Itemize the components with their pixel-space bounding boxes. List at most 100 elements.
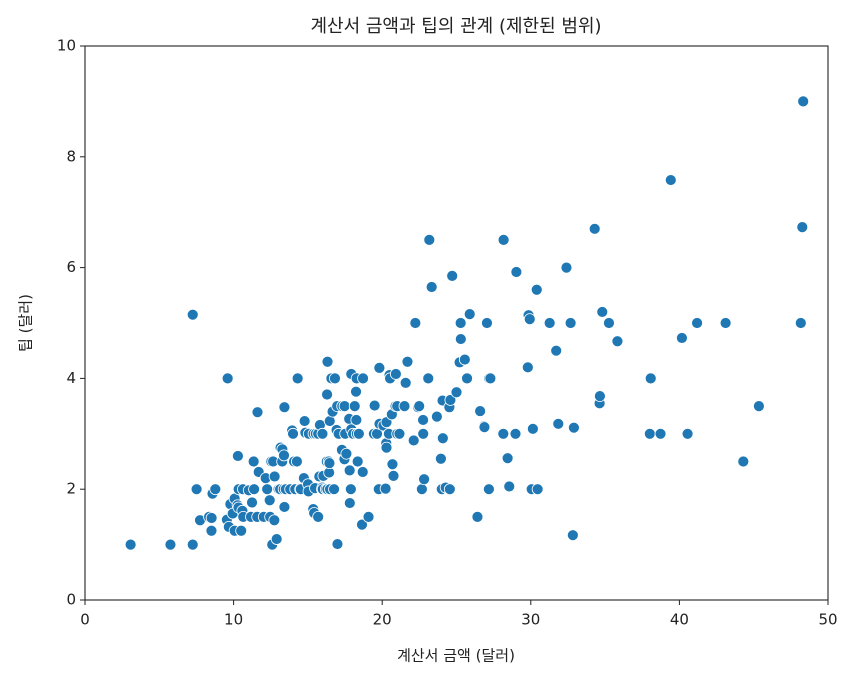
point	[737, 455, 750, 468]
point	[386, 458, 399, 471]
point	[503, 480, 516, 493]
point	[664, 174, 677, 186]
point	[526, 422, 539, 435]
point	[362, 511, 375, 523]
point	[209, 483, 222, 496]
point	[474, 405, 487, 417]
point	[312, 511, 325, 523]
point	[251, 406, 264, 419]
point	[343, 497, 356, 509]
point	[463, 308, 476, 321]
point	[644, 372, 657, 385]
point	[261, 483, 274, 496]
point	[278, 401, 291, 414]
point	[398, 400, 411, 413]
point	[331, 538, 344, 550]
point	[270, 533, 283, 545]
x-axis-label: 계산서 금액 (달러)	[397, 647, 515, 665]
point	[531, 483, 544, 496]
point	[444, 394, 457, 406]
point	[425, 281, 438, 293]
point	[278, 501, 291, 513]
point	[393, 427, 406, 440]
point	[797, 95, 810, 108]
x-tick-label: 30	[521, 611, 540, 629]
point	[235, 524, 248, 537]
point	[588, 222, 601, 235]
y-tick-label: 10	[57, 37, 76, 55]
point	[450, 386, 463, 399]
point	[484, 372, 497, 385]
point	[497, 427, 510, 440]
point	[387, 470, 400, 482]
chart-title: 계산서 금액과 팁의 관계 (제한된 범위)	[310, 16, 601, 37]
point	[268, 514, 281, 527]
point	[338, 400, 351, 413]
point	[564, 317, 577, 329]
point	[186, 308, 199, 321]
point	[446, 270, 459, 282]
point	[603, 317, 615, 329]
point	[221, 372, 234, 385]
point	[566, 529, 579, 542]
point	[550, 344, 563, 357]
point	[654, 427, 667, 440]
point	[247, 455, 260, 468]
point	[430, 410, 443, 423]
point	[461, 372, 473, 385]
point	[422, 372, 435, 385]
point	[205, 512, 218, 524]
point	[368, 399, 381, 412]
point	[409, 317, 422, 329]
point	[497, 233, 510, 246]
point	[407, 434, 420, 447]
point	[351, 455, 364, 468]
point	[417, 427, 430, 440]
point	[401, 355, 414, 368]
y-tick-label: 4	[66, 369, 76, 387]
point	[389, 368, 402, 380]
point	[521, 361, 534, 374]
point	[348, 400, 361, 413]
point	[454, 333, 467, 345]
point	[436, 432, 449, 445]
point	[298, 415, 311, 427]
point	[232, 450, 244, 462]
point	[560, 261, 573, 274]
point	[501, 452, 514, 465]
point	[164, 538, 177, 551]
point	[328, 483, 340, 496]
point	[340, 447, 353, 460]
x-tick-label: 50	[818, 611, 837, 629]
point	[753, 400, 765, 413]
point	[344, 483, 357, 496]
point	[611, 335, 624, 348]
point	[380, 441, 393, 454]
point	[681, 427, 694, 440]
point	[434, 452, 447, 465]
point	[691, 317, 703, 329]
point	[356, 466, 369, 478]
point	[190, 483, 203, 496]
point	[329, 372, 341, 385]
point	[186, 538, 199, 551]
point	[454, 317, 467, 329]
point	[510, 266, 523, 278]
point	[530, 283, 543, 296]
point	[379, 482, 392, 495]
point	[593, 390, 606, 403]
point	[676, 332, 688, 344]
plot-frame	[84, 45, 829, 601]
point	[124, 538, 137, 551]
point	[205, 524, 218, 537]
point	[343, 464, 356, 477]
point	[415, 483, 428, 496]
point	[352, 427, 365, 440]
point	[278, 449, 290, 462]
x-tick-label: 20	[373, 611, 392, 629]
point	[350, 385, 362, 398]
point	[552, 417, 565, 430]
point	[509, 427, 522, 440]
x-tick-label: 40	[670, 611, 689, 629]
